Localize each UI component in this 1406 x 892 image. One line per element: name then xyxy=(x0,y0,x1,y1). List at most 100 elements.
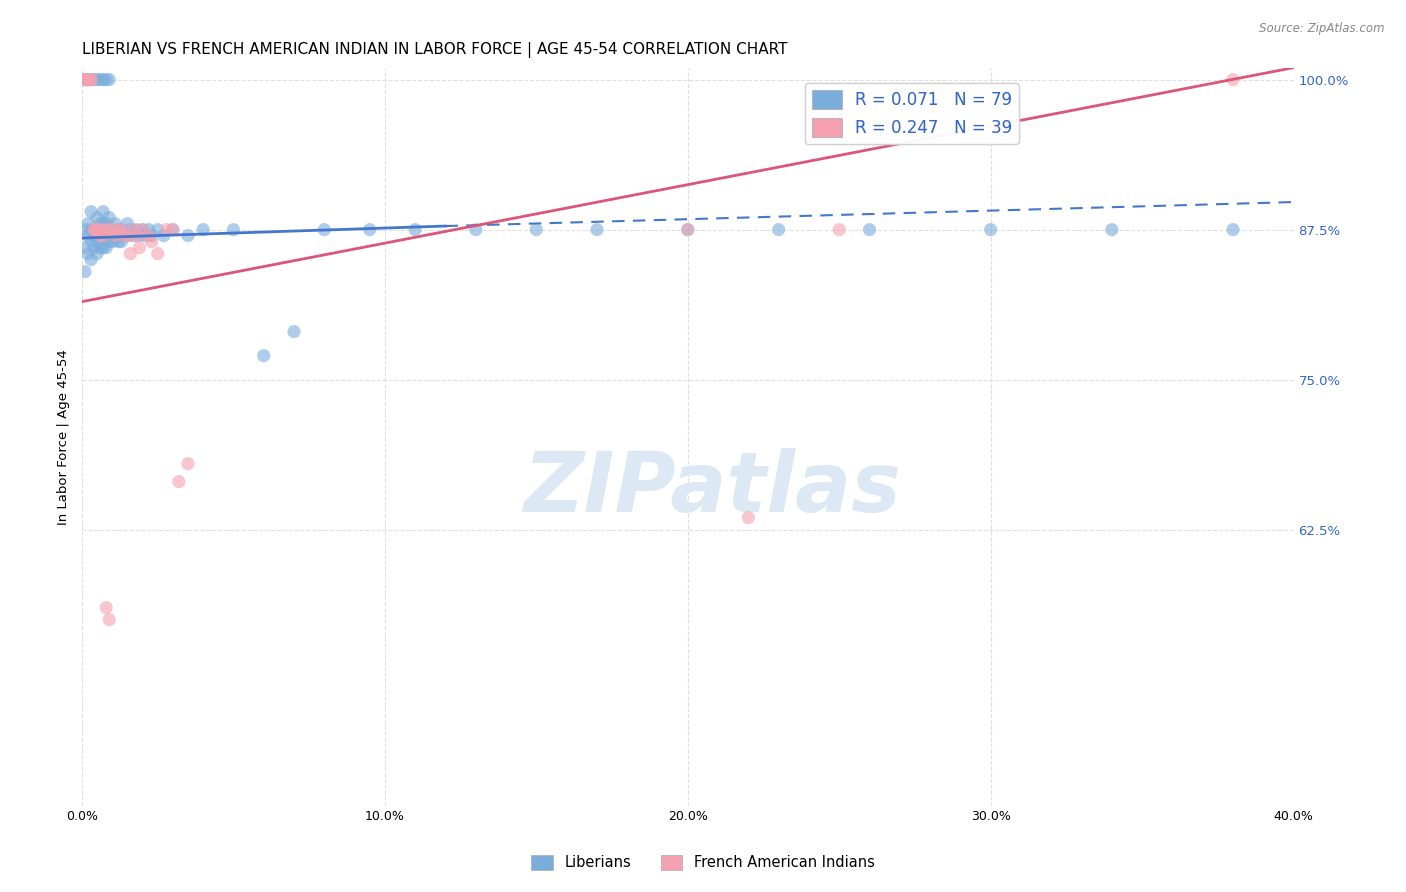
Point xyxy=(117,228,139,243)
Point xyxy=(104,228,127,243)
Point xyxy=(359,222,381,236)
Point xyxy=(91,241,114,255)
Point xyxy=(131,222,153,236)
Point xyxy=(146,222,169,236)
Point xyxy=(98,222,121,236)
Legend: Liberians, French American Indians: Liberians, French American Indians xyxy=(526,848,880,876)
Point xyxy=(1222,72,1244,87)
Point xyxy=(135,228,157,243)
Point xyxy=(125,228,148,243)
Point xyxy=(83,222,105,236)
Point xyxy=(117,217,139,231)
Point xyxy=(77,217,100,231)
Text: ZIPatlas: ZIPatlas xyxy=(523,448,901,529)
Point xyxy=(146,246,169,260)
Point xyxy=(77,228,100,243)
Point xyxy=(167,475,190,489)
Point xyxy=(96,222,118,236)
Point xyxy=(524,222,547,236)
Point xyxy=(91,204,114,219)
Point xyxy=(80,204,103,219)
Point xyxy=(122,222,145,236)
Point xyxy=(828,222,851,236)
Point xyxy=(110,235,132,249)
Point xyxy=(152,228,174,243)
Point xyxy=(110,222,132,236)
Point xyxy=(77,72,100,87)
Point xyxy=(80,252,103,267)
Point xyxy=(222,222,245,236)
Point xyxy=(122,228,145,243)
Point xyxy=(73,265,96,279)
Point xyxy=(80,72,103,87)
Point xyxy=(104,228,127,243)
Point xyxy=(89,241,111,255)
Point xyxy=(86,222,108,236)
Point xyxy=(768,222,790,236)
Point xyxy=(162,222,184,236)
Point xyxy=(404,222,426,236)
Point xyxy=(98,222,121,236)
Point xyxy=(138,228,160,243)
Point xyxy=(120,222,142,236)
Point xyxy=(96,241,118,255)
Text: Source: ZipAtlas.com: Source: ZipAtlas.com xyxy=(1260,22,1385,36)
Point xyxy=(86,246,108,260)
Point xyxy=(80,222,103,236)
Point xyxy=(96,600,118,615)
Point xyxy=(858,222,880,236)
Legend: R = 0.071   N = 79, R = 0.247   N = 39: R = 0.071 N = 79, R = 0.247 N = 39 xyxy=(804,83,1019,144)
Point xyxy=(86,222,108,236)
Point xyxy=(1222,222,1244,236)
Point xyxy=(314,222,336,236)
Point xyxy=(86,222,108,236)
Point xyxy=(676,222,699,236)
Point xyxy=(177,228,200,243)
Point xyxy=(107,222,129,236)
Point xyxy=(191,222,214,236)
Point xyxy=(141,228,163,243)
Point xyxy=(98,235,121,249)
Point xyxy=(91,217,114,231)
Point xyxy=(83,72,105,87)
Point xyxy=(110,222,132,236)
Point xyxy=(83,222,105,236)
Point xyxy=(83,222,105,236)
Point xyxy=(125,222,148,236)
Point xyxy=(73,241,96,255)
Point xyxy=(98,72,121,87)
Point xyxy=(141,235,163,249)
Point xyxy=(464,222,486,236)
Point xyxy=(98,211,121,225)
Point xyxy=(107,222,129,236)
Point xyxy=(676,222,699,236)
Point xyxy=(177,457,200,471)
Point xyxy=(138,222,160,236)
Point xyxy=(73,222,96,236)
Point xyxy=(80,72,103,87)
Point xyxy=(80,72,103,87)
Point xyxy=(117,228,139,243)
Point xyxy=(80,235,103,249)
Point xyxy=(283,325,305,339)
Point xyxy=(101,228,124,243)
Point xyxy=(104,217,127,231)
Point xyxy=(98,613,121,627)
Point xyxy=(101,222,124,236)
Point xyxy=(128,228,150,243)
Point xyxy=(86,211,108,225)
Point xyxy=(73,72,96,87)
Point xyxy=(77,246,100,260)
Point xyxy=(112,228,135,243)
Point xyxy=(1101,222,1123,236)
Point xyxy=(101,222,124,236)
Point xyxy=(89,72,111,87)
Point xyxy=(156,222,179,236)
Point xyxy=(128,241,150,255)
Point xyxy=(253,349,276,363)
Point xyxy=(131,222,153,236)
Point xyxy=(112,228,135,243)
Point xyxy=(96,228,118,243)
Point xyxy=(737,510,759,524)
Point xyxy=(89,222,111,236)
